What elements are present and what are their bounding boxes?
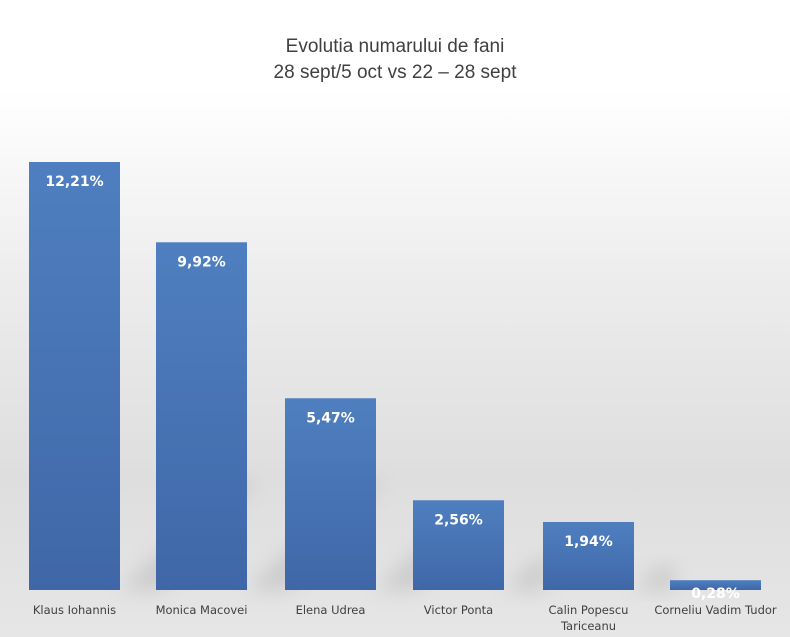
bar-5: [543, 521, 634, 590]
category-label-2: Monica Macovei: [156, 603, 248, 617]
category-labels: Klaus Iohannis Monica Macovei Elena Udrea V…: [33, 603, 777, 633]
bar-shadow-4: [504, 558, 553, 590]
bar-1: [29, 162, 120, 590]
bar-shadow-5: [634, 566, 675, 590]
category-label-6: Corneliu Vadim Tudor: [654, 603, 777, 617]
data-label-1: 12,21%: [45, 174, 103, 190]
chart-title: Evolutia numarului de fani 28 sept/5 oct …: [274, 36, 518, 83]
data-label-6: 0,28%: [691, 586, 740, 602]
data-label-5: 1,94%: [564, 534, 613, 550]
category-label-3: Elena Udrea: [296, 603, 366, 617]
chart-title-line-1: Evolutia numarului de fani: [286, 36, 505, 57]
bar-4: [413, 500, 504, 590]
bar-6: [670, 580, 761, 590]
bar-2: [156, 242, 247, 590]
data-labels: 12,21% 9,92% 5,47% 2,56% 1,94% 0,28%: [45, 174, 739, 602]
bars: [29, 162, 761, 590]
chart-title-line-2: 28 sept/5 oct vs 22 – 28 sept: [274, 62, 518, 83]
category-label-5: Calin Popescu Tariceanu: [549, 603, 629, 633]
category-label-1: Klaus Iohannis: [33, 603, 116, 617]
category-label-4: Victor Ponta: [424, 603, 493, 617]
data-label-3: 5,47%: [306, 410, 355, 426]
data-label-4: 2,56%: [434, 512, 483, 528]
data-label-2: 9,92%: [177, 254, 226, 270]
bar-3: [285, 398, 376, 590]
